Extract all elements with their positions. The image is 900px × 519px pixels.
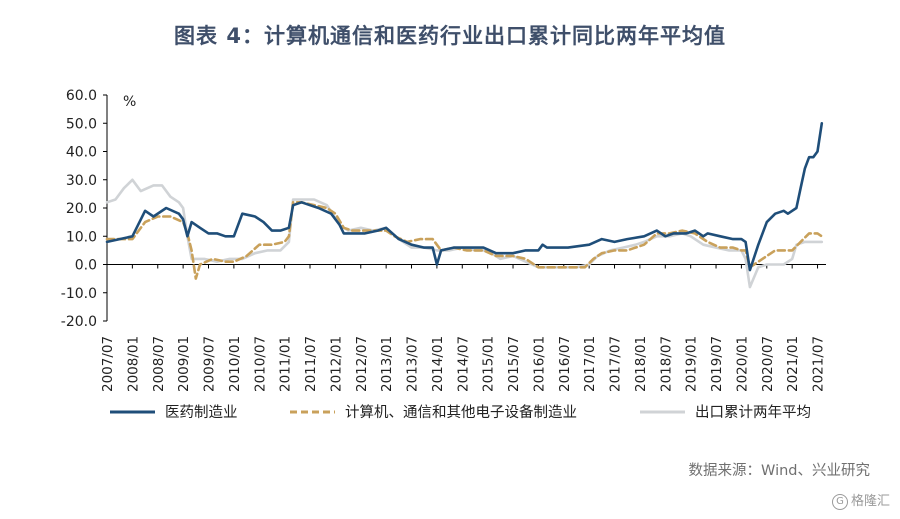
y-unit-label: % <box>123 94 136 110</box>
x-tick-label: 2008/01 <box>125 336 141 392</box>
x-tick-label: 2020/07 <box>760 336 776 392</box>
x-tick-label: 2016/07 <box>557 336 573 392</box>
y-tick-label: 10.0 <box>66 229 97 245</box>
x-tick-label: 2008/07 <box>151 336 167 392</box>
legend-label: 医药制造业 <box>165 404 238 421</box>
x-tick-label: 2019/07 <box>709 336 725 392</box>
series-line-1 <box>105 201 824 280</box>
x-tick-label: 2016/01 <box>531 336 547 392</box>
series-line-0 <box>105 122 824 272</box>
series-layer <box>105 122 824 289</box>
y-tick-label: 0.0 <box>75 258 97 274</box>
x-tick-label: 2015/01 <box>481 336 497 392</box>
y-tick-label: -10.0 <box>61 286 97 302</box>
x-tick-label: 2011/01 <box>278 336 294 392</box>
x-tick-label: 2009/01 <box>176 336 192 392</box>
source-note: 数据来源：Wind、兴业研究 <box>688 463 870 479</box>
x-tick-label: 2019/01 <box>684 336 700 392</box>
x-tick-label: 2009/07 <box>202 336 218 392</box>
x-tick-label: 2012/07 <box>354 336 370 392</box>
y-tick-label: 50.0 <box>66 116 97 132</box>
x-tick-label: 2015/07 <box>506 336 522 392</box>
x-tick-label: 2020/01 <box>734 336 750 392</box>
y-tick-label: 60.0 <box>66 88 97 104</box>
x-tick-label: 2010/01 <box>227 336 243 392</box>
x-tick-label: 2014/07 <box>455 336 471 392</box>
watermark-logo-icon: G <box>831 493 848 510</box>
x-tick-label: 2018/07 <box>658 336 674 392</box>
x-tick-label: 2013/07 <box>405 336 421 392</box>
x-tick-label: 2007/07 <box>100 336 116 392</box>
x-tick-label: 2011/07 <box>303 336 319 392</box>
watermark-text: 格隆汇 <box>850 494 890 509</box>
y-tick-label: -20.0 <box>61 314 97 330</box>
chart-title: 图表 4：计算机通信和医药行业出口累计同比两年平均值 <box>174 24 726 48</box>
x-tick-label: 2017/07 <box>608 336 624 392</box>
x-tick-label: 2013/01 <box>379 336 395 392</box>
x-tick-label: 2021/07 <box>811 336 827 392</box>
legend-label: 计算机、通信和其他电子设备制造业 <box>345 404 577 421</box>
x-tick-label: 2021/01 <box>785 336 801 392</box>
axes: -20.0 -10.0 0.0 10.0 20.0 30.0 40.0 50.0 60.0 % 20… <box>61 88 827 392</box>
x-tick-label: 2012/01 <box>328 336 344 392</box>
legend-label: 出口累计两年平均 <box>695 404 811 421</box>
y-tick-label: 20.0 <box>66 201 97 217</box>
x-tick-label: 2010/07 <box>252 336 268 392</box>
y-tick-label: 40.0 <box>66 145 97 161</box>
x-tick-label: 2017/01 <box>582 336 598 392</box>
watermark: G 格隆汇 <box>831 490 890 510</box>
legend: 医药制造业 计算机、通信和其他电子设备制造业 出口累计两年平均 <box>110 404 811 421</box>
y-tick-label: 30.0 <box>66 173 97 189</box>
x-tick-label: 2018/01 <box>633 336 649 392</box>
x-tick-label: 2014/01 <box>430 336 446 392</box>
